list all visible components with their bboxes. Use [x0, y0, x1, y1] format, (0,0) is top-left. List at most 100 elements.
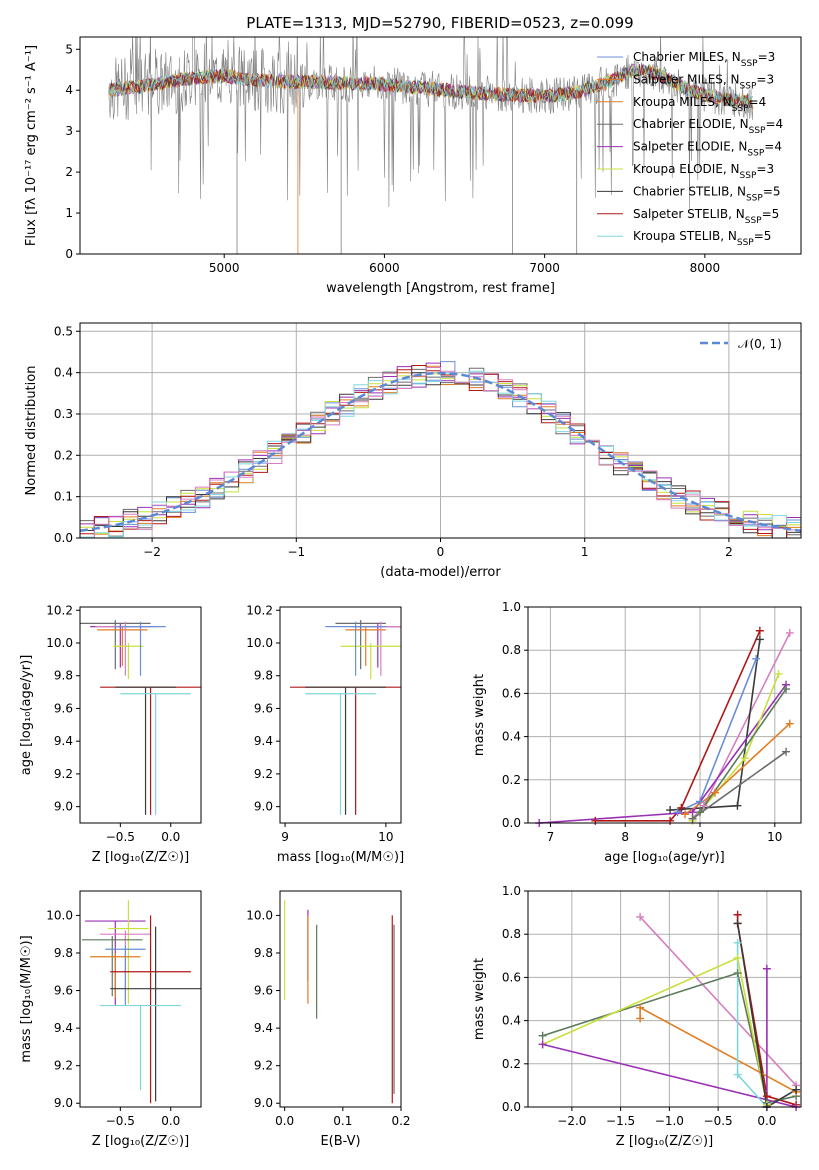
y-axis-label: Normed distribution: [24, 366, 39, 496]
x-axis-label: Z [log₁₀(Z/Z☉)]: [92, 1134, 189, 1149]
legend-subscript: SSP: [749, 126, 766, 136]
series-marker: [782, 685, 791, 694]
y-tick-label: 2: [65, 165, 73, 179]
series-line: [736, 914, 797, 1106]
series-marker: [755, 635, 764, 644]
y-tick-label: 0.2: [502, 1057, 521, 1071]
y-tick-label: 1.0: [502, 884, 521, 898]
y-tick-label: 4: [65, 83, 73, 97]
x-tick-label: −1.5: [606, 1114, 635, 1128]
series-marker: [733, 919, 742, 928]
y-tick-label: 9.6: [54, 701, 73, 715]
legend-entry: Chabrier ELODIE, NSSP=4: [633, 117, 783, 136]
series-marker: [792, 1085, 801, 1094]
y-tick-label: 10.0: [246, 636, 273, 650]
x-tick-label: −2: [143, 545, 161, 559]
y-tick-label: 9.2: [54, 1059, 73, 1073]
legend-subscript: SSP: [746, 193, 763, 203]
y-tick-label: 9.6: [254, 701, 273, 715]
series-marker: [755, 626, 764, 635]
y-tick-label: 9.8: [54, 669, 73, 683]
y-tick-label: 1: [65, 206, 73, 220]
series-marker: [774, 669, 783, 678]
series-marker: [733, 801, 742, 810]
y-tick-label: 0.1: [54, 490, 73, 504]
x-tick-label: 0.0: [161, 830, 180, 844]
y-tick-label: 0.3: [54, 407, 73, 421]
series-marker: [710, 788, 719, 797]
series-marker: [677, 803, 686, 812]
y-tick-label: 0: [65, 247, 73, 261]
y-tick-label: 9.0: [54, 1096, 73, 1110]
panel-age_vs_mass: 9 10 9.0 9.2 9.4 9.6 9.8 10.0 10.2 mass [log₁₀(M/…: [246, 603, 404, 865]
panel-mass_vs_ebv: 0.0 0.1 0.2 9.0 9.2 9.4 9.6 9.8 10.0 E(B-V): [246, 890, 411, 1149]
legend-entry: Salpeter STELIB, NSSP=5: [633, 207, 779, 226]
axes-frame: [79, 890, 202, 1108]
series-marker: [733, 1070, 742, 1079]
y-tick-label: 9.0: [54, 800, 73, 814]
legend-entry: Kroupa MILES, NSSP=4: [633, 95, 766, 114]
series-line: [692, 751, 787, 820]
x-tick-label: −1.0: [655, 1114, 684, 1128]
series-marker: [673, 808, 682, 817]
y-tick-label: 0.0: [54, 531, 73, 545]
y-tick-label: 9.8: [254, 669, 273, 683]
legend-entry: Kroupa STELIB, NSSP=5: [633, 229, 771, 248]
y-tick-label: 9.4: [54, 734, 73, 748]
series-line: [542, 956, 768, 1105]
panel-weight_vs_z: −2.0 −1.5 −1.0 −0.5 0.0 0.0 0.2 0.4 0.6 0.8 1.0 Z […: [472, 884, 802, 1149]
legend-tail: =5: [754, 229, 772, 243]
legend-subscript: SSP: [747, 149, 764, 159]
x-tick-label: 0.0: [275, 1114, 294, 1128]
x-tick-label: 10: [767, 830, 782, 844]
x-tick-label: −0.5: [704, 1114, 733, 1128]
legend-subscript: SSP: [740, 171, 757, 181]
x-axis-label: Z [log₁₀(Z/Z☉)]: [616, 1134, 713, 1149]
y-tick-label: 10.2: [246, 603, 273, 617]
x-tick-label: −2.0: [557, 1114, 586, 1128]
x-tick-label: 6000: [369, 261, 400, 275]
legend-tail: =3: [756, 72, 774, 86]
y-tick-label: 9.6: [254, 984, 273, 998]
y-axis-label: Flux [fλ 10⁻¹⁷ erg cm⁻² s⁻¹ A⁻¹]: [24, 45, 39, 246]
panel-residuals: −2 −1 0 1 2 0.0 0.1 0.2 0.3 0.4 0.5 (data-model)/er…: [24, 322, 802, 580]
y-tick-label: 9.4: [254, 1021, 273, 1035]
legend-entry: Salpeter MILES, NSSP=3: [633, 72, 774, 91]
y-tick-label: 0.8: [502, 927, 521, 941]
x-tick-label: −0.5: [106, 1114, 135, 1128]
legend-tail: =4: [765, 117, 783, 131]
x-tick-label: 8: [621, 830, 629, 844]
series-line: [542, 1043, 797, 1107]
series-line: [699, 688, 787, 813]
plot-area: [284, 900, 395, 1104]
axes-frame: [527, 606, 802, 824]
y-tick-label: 10.2: [46, 603, 73, 617]
series-marker: [666, 816, 675, 825]
y-axis-label: age [log₁₀(age/yr)]: [19, 655, 34, 776]
series-marker: [733, 910, 742, 919]
legend-tail: =3: [758, 50, 776, 64]
x-axis-label: mass [log₁₀(M/M☉)]: [277, 850, 404, 865]
legend-label: Chabrier STELIB, N: [633, 184, 746, 198]
axes-frame: [279, 606, 402, 824]
y-tick-label: 10.0: [246, 908, 273, 922]
series-marker: [785, 628, 794, 637]
axes-frame: [79, 606, 202, 824]
legend-entry: Chabrier MILES, NSSP=3: [633, 50, 775, 69]
x-tick-label: 10: [378, 830, 393, 844]
legend-tail: =4: [764, 140, 782, 154]
y-tick-label: 3: [65, 124, 73, 138]
legend-subscript: SSP: [737, 238, 754, 248]
legend-tail: =4: [749, 95, 767, 109]
series-marker: [785, 719, 794, 728]
y-tick-label: 0.5: [54, 324, 73, 338]
plot-area: [80, 361, 801, 538]
model-spectrum-line: [108, 63, 753, 107]
y-tick-label: 0.2: [502, 773, 521, 787]
series-marker: [591, 816, 600, 825]
plot-area: [82, 900, 201, 1104]
series-marker: [762, 964, 771, 973]
legend-label: Chabrier MILES, N: [633, 50, 741, 64]
legend-label: Kroupa STELIB, N: [633, 229, 737, 243]
x-tick-label: 7: [547, 830, 555, 844]
